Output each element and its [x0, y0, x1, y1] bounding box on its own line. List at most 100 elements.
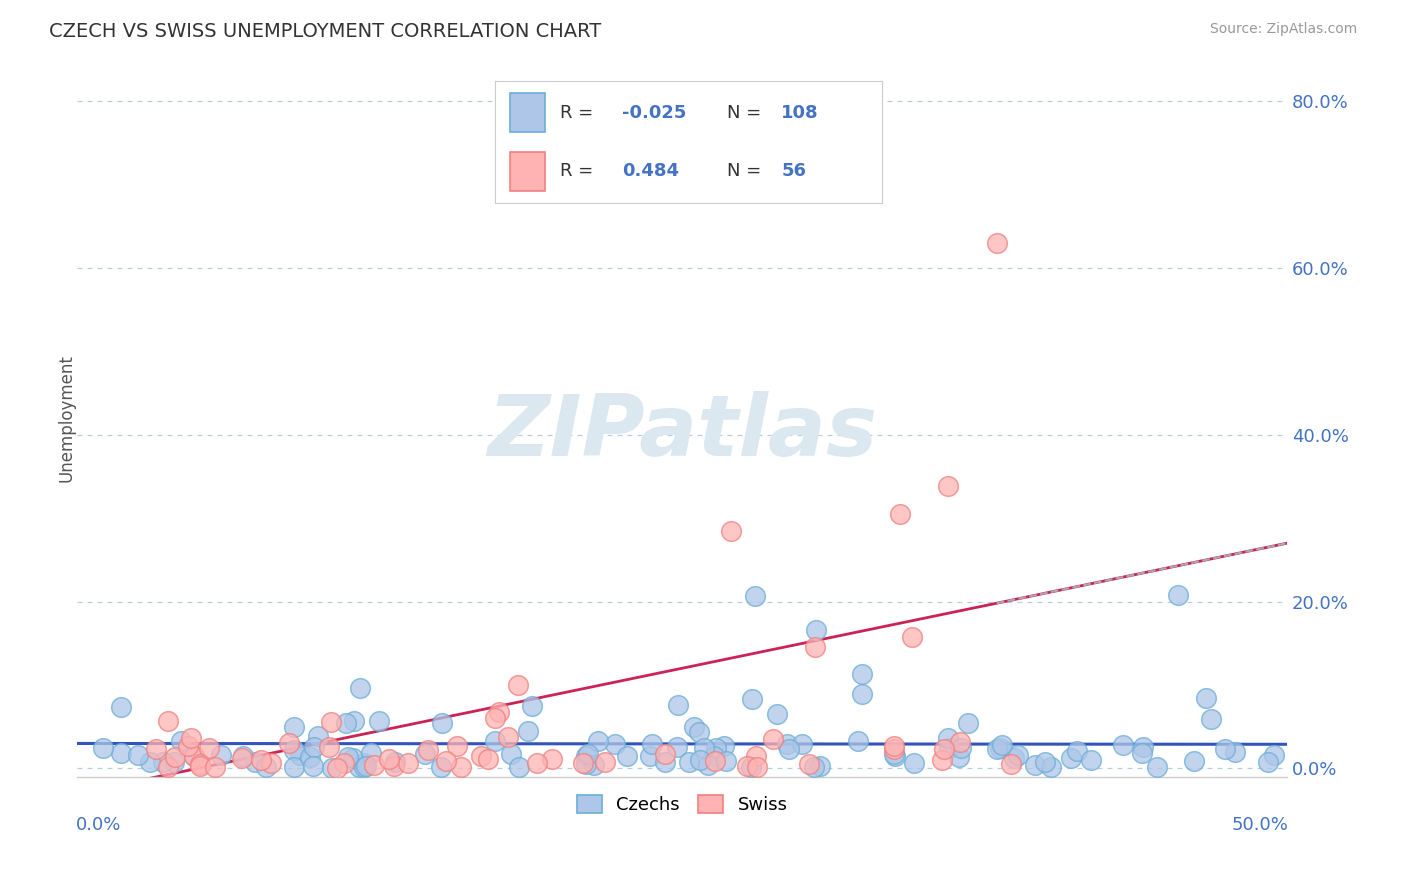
Point — [1132, 739, 1154, 754]
Point — [745, 760, 768, 774]
Point — [520, 699, 543, 714]
Point — [508, 760, 530, 774]
Point — [170, 734, 193, 748]
Legend: Czechs, Swiss: Czechs, Swiss — [569, 789, 794, 822]
Point — [163, 755, 186, 769]
Point — [576, 747, 599, 761]
Point — [776, 737, 799, 751]
Point — [1024, 758, 1046, 772]
Point — [703, 754, 725, 768]
Point — [654, 755, 676, 769]
Point — [360, 747, 382, 761]
Point — [163, 750, 186, 764]
Point — [470, 748, 492, 763]
Point — [288, 747, 311, 762]
Point — [949, 734, 972, 748]
Point — [689, 753, 711, 767]
Point — [1112, 738, 1135, 752]
Point — [496, 730, 519, 744]
Point — [1080, 752, 1102, 766]
Point — [678, 755, 700, 769]
Point — [277, 737, 299, 751]
Point — [526, 756, 548, 770]
Point — [382, 759, 405, 773]
Point — [938, 741, 960, 756]
Point — [318, 739, 340, 754]
Point — [741, 692, 763, 706]
Point — [851, 667, 873, 681]
Point — [299, 750, 322, 764]
Point — [883, 747, 905, 761]
Point — [430, 716, 453, 731]
Point — [1040, 760, 1063, 774]
Point — [1060, 750, 1083, 764]
Point — [156, 714, 179, 728]
Point — [335, 716, 357, 731]
Point — [883, 742, 905, 756]
Point — [152, 756, 174, 770]
Point — [1066, 744, 1088, 758]
Text: Source: ZipAtlas.com: Source: ZipAtlas.com — [1209, 22, 1357, 37]
Point — [693, 741, 716, 756]
Point — [353, 756, 375, 770]
Point — [415, 747, 437, 761]
Point — [583, 757, 606, 772]
Point — [1033, 755, 1056, 769]
Point — [948, 750, 970, 764]
Point — [1000, 756, 1022, 771]
Point — [703, 748, 725, 763]
Point — [666, 698, 689, 712]
Point — [808, 759, 831, 773]
Point — [665, 739, 688, 754]
Point — [683, 720, 706, 734]
Point — [762, 732, 785, 747]
Point — [418, 743, 440, 757]
Point — [91, 741, 114, 756]
Point — [332, 756, 354, 770]
Point — [595, 756, 617, 770]
Point — [484, 734, 506, 748]
Point — [575, 749, 598, 764]
Point — [363, 758, 385, 772]
Point — [342, 750, 364, 764]
Text: 50.0%: 50.0% — [1232, 816, 1288, 834]
Point — [744, 748, 766, 763]
Point — [321, 761, 343, 775]
Point — [792, 738, 814, 752]
Point — [204, 760, 226, 774]
Point — [1257, 755, 1279, 769]
Point — [484, 711, 506, 725]
Text: CZECH VS SWISS UNEMPLOYMENT CORRELATION CHART: CZECH VS SWISS UNEMPLOYMENT CORRELATION … — [49, 22, 602, 41]
Point — [517, 723, 540, 738]
Point — [256, 760, 278, 774]
Point — [949, 740, 972, 755]
Point — [720, 524, 742, 538]
Point — [851, 687, 873, 701]
Point — [1195, 691, 1218, 706]
Point — [572, 756, 595, 771]
Point — [145, 742, 167, 756]
Point — [337, 750, 360, 764]
Point — [901, 630, 924, 644]
Point — [654, 747, 676, 761]
Point — [744, 589, 766, 603]
Point — [883, 739, 905, 754]
Point — [638, 749, 661, 764]
Point — [586, 733, 609, 747]
Point — [903, 756, 925, 771]
Point — [177, 739, 200, 754]
Point — [319, 715, 342, 730]
Point — [713, 739, 735, 753]
Point — [368, 714, 391, 728]
Point — [540, 752, 562, 766]
Point — [931, 753, 953, 767]
Point — [283, 760, 305, 774]
Point — [740, 759, 762, 773]
Point — [127, 748, 149, 763]
Point — [988, 741, 1011, 756]
Point — [990, 738, 1012, 752]
Point — [477, 752, 499, 766]
Point — [1201, 712, 1223, 726]
Point — [347, 759, 370, 773]
Point — [575, 756, 598, 771]
